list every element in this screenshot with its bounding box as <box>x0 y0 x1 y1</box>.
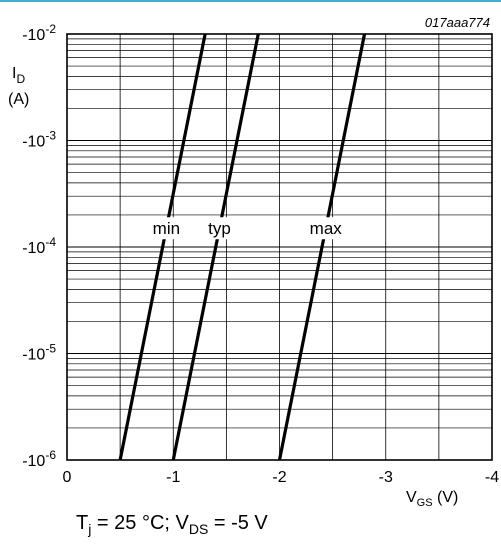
series-label-bg-max <box>303 217 348 240</box>
top-accent-line <box>0 0 501 2</box>
series-label-bg-typ <box>197 217 242 240</box>
x-tick-label: -3 <box>379 469 393 486</box>
x-tick-label: -4 <box>485 469 499 486</box>
caption-t-sub: j <box>88 521 92 537</box>
series-label-max: max <box>310 219 343 238</box>
caption-v-sub: DS <box>188 521 209 537</box>
y-tick-label: -10-3 <box>22 129 56 151</box>
figure-id-label: 017aaa774 <box>425 15 490 30</box>
x-tick-label: -2 <box>272 469 286 486</box>
caption-temp: = 25 °C; V <box>91 512 189 534</box>
y-tick-label: -10-5 <box>22 342 56 364</box>
series-line-typ <box>171 33 260 461</box>
series-label-min: min <box>153 219 180 238</box>
y-tick-label: -10-2 <box>22 22 56 44</box>
series-line-max <box>277 33 367 461</box>
y-axis-label: ID <box>12 65 25 86</box>
y-tick-label: -10-6 <box>22 448 56 470</box>
test-conditions-caption: Tj = 25 °C; VDS = -5 V <box>76 512 268 537</box>
x-axis-label: VGS (V) <box>406 489 458 509</box>
caption-t: T <box>76 512 89 534</box>
x-tick-label: -1 <box>166 469 180 486</box>
series-line-min <box>118 33 207 461</box>
series-label-bg-min <box>144 217 189 240</box>
y-axis-unit: (A) <box>8 91 29 108</box>
caption-vds: = -5 V <box>208 512 268 534</box>
x-tick-label: 0 <box>63 469 72 486</box>
y-tick-label: -10-4 <box>22 235 56 257</box>
series-label-typ: typ <box>208 219 231 238</box>
